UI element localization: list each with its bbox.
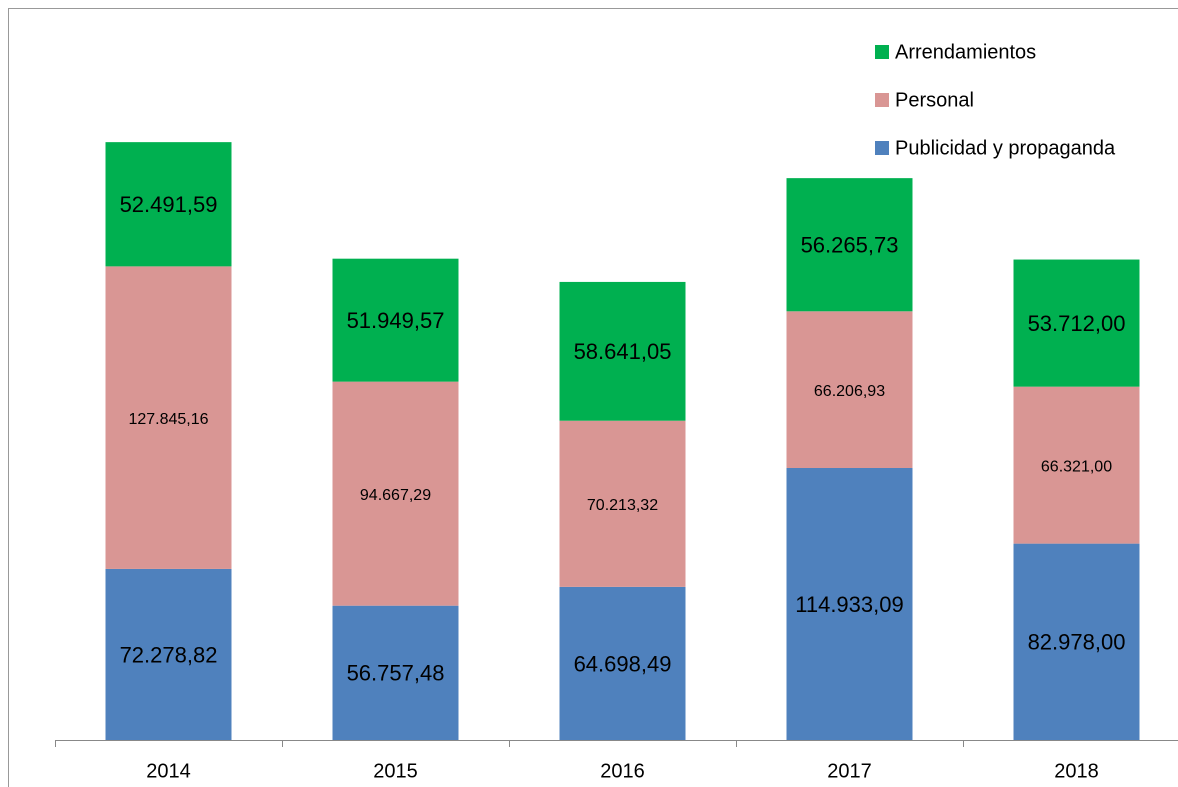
bar-segment: [786, 311, 913, 468]
bar-segment: [559, 420, 686, 587]
bar-segment: [332, 381, 459, 606]
legend-swatch: [875, 93, 889, 107]
bar-segment: [332, 258, 459, 382]
x-tick-label: 2016: [600, 760, 645, 782]
value-label: 56.757,48: [347, 661, 445, 686]
bar-segment: [559, 586, 686, 740]
value-label: 114.933,09: [795, 592, 903, 617]
bar-segment: [559, 281, 686, 421]
value-label: 53.712,00: [1028, 311, 1126, 336]
legend-swatch: [875, 141, 889, 155]
legend-label: Personal: [895, 89, 974, 111]
x-tick-label: 2015: [373, 760, 418, 782]
bar-segment: [332, 605, 459, 740]
x-tick-label: 2014: [146, 760, 191, 782]
legend-swatch: [875, 45, 889, 59]
bar-segment: [105, 568, 232, 740]
value-label: 82.978,00: [1028, 630, 1126, 655]
value-label: 64.698,49: [574, 651, 672, 676]
legend-label: Publicidad y propaganda: [895, 137, 1116, 159]
bar-segment: [786, 178, 913, 312]
x-tick-label: 2017: [827, 760, 872, 782]
value-label: 58.641,05: [574, 339, 672, 364]
bar-segment: [105, 266, 232, 569]
value-label: 70.213,32: [587, 497, 658, 514]
value-label: 66.206,93: [814, 383, 885, 400]
value-label: 52.491,59: [120, 192, 218, 217]
value-label: 72.278,82: [120, 642, 218, 667]
bar-segment: [1013, 543, 1140, 740]
value-label: 51.949,57: [347, 308, 445, 333]
value-label: 56.265,73: [801, 233, 899, 258]
bar-segment: [786, 467, 913, 740]
x-tick-label: 2018: [1054, 760, 1099, 782]
bar-segment: [1013, 259, 1140, 387]
bar-segment: [1013, 386, 1140, 544]
value-label: 94.667,29: [360, 487, 431, 504]
value-label: 66.321,00: [1041, 458, 1112, 475]
value-label: 127.845,16: [128, 411, 208, 428]
bar-segment: [105, 142, 232, 267]
legend-label: Arrendamientos: [895, 41, 1036, 63]
